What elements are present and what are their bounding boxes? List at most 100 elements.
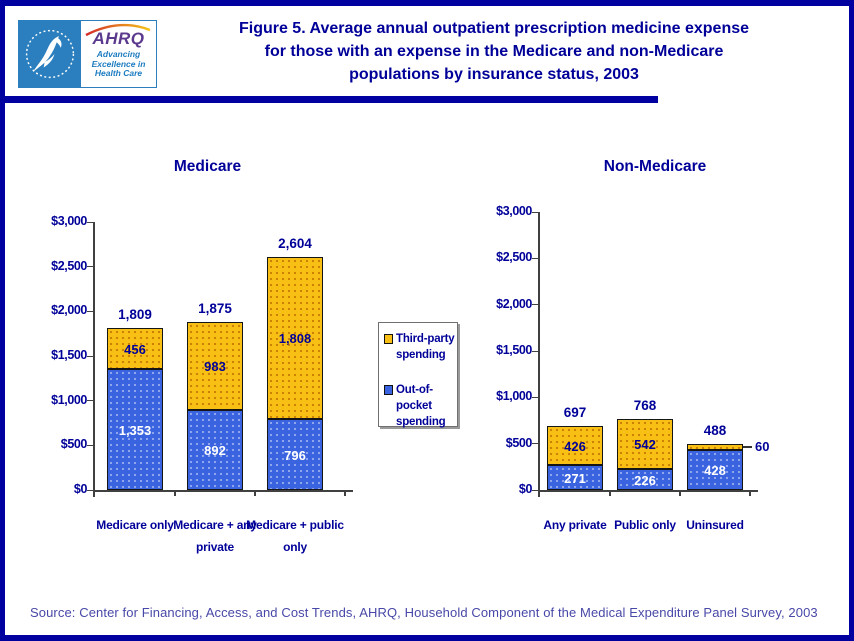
category-label: Public only [614, 518, 676, 532]
y-tick-label: $2,500 [51, 258, 87, 273]
y-tick-label: $500 [505, 435, 533, 450]
value-label: 542 [634, 437, 656, 452]
bar-total-label: 1,809 [118, 307, 152, 322]
bar-segment-third-party-spending: 983 [187, 322, 243, 410]
bar-segment-out-of-pocket-spending: 428 [687, 450, 743, 490]
y-tick [532, 443, 538, 445]
y-tick [532, 350, 538, 352]
y-tick [532, 211, 538, 213]
x-tick [609, 490, 611, 496]
frame-bottom-bar [0, 635, 854, 641]
figure-title: Figure 5. Average annual outpatient pres… [238, 20, 750, 83]
y-tick-label: $0 [73, 482, 88, 496]
y-tick [87, 355, 93, 357]
y-tick-label: $1,000 [496, 389, 532, 404]
bar-segment-third-party-spending: 456 [107, 328, 163, 369]
y-axis-line [538, 212, 540, 497]
y-tick-label: $500 [60, 437, 88, 452]
plot-area-non-medicare: $0 $500 $1,000 $1,500 $2,000 $2,500 $3,000 271 4… [496, 204, 769, 532]
y-tick-label: $1,500 [51, 348, 87, 362]
y-tick [87, 400, 93, 402]
value-label: 428 [704, 463, 726, 478]
frame-top-bar [0, 0, 854, 6]
ahrq-wordmark: AHRQ [92, 29, 145, 48]
y-tick-label: $2,000 [496, 296, 532, 311]
bar-total-label: 1,875 [198, 301, 232, 316]
y-tick [532, 489, 538, 491]
callout-value-label: 60 [755, 439, 770, 454]
legend-item-out-of-pocket: Out-of-pocket spending [384, 382, 457, 430]
x-tick [344, 490, 346, 496]
third-party-swatch-icon [384, 334, 393, 344]
y-tick-label: $2,500 [496, 250, 532, 265]
legend-label-out-of-pocket: Out-of-pocket spending [396, 384, 446, 428]
y-tick-label: $3,000 [496, 204, 532, 218]
ahrq-tagline: Advancing Excellence in Health Care [91, 49, 146, 78]
out-of-pocket-swatch-icon [384, 385, 393, 395]
frame-left-bar [0, 0, 5, 641]
y-tick-label: $0 [518, 482, 533, 496]
bar-segment-out-of-pocket-spending: 271 [547, 465, 603, 490]
source-note: Source: Center for Financing, Access, an… [30, 605, 818, 620]
ahrq-swoosh-icon [85, 23, 151, 37]
y-tick [87, 310, 93, 312]
x-axis-line [538, 490, 758, 492]
bar-total-label: 768 [633, 398, 657, 413]
y-tick [87, 221, 93, 223]
y-tick-label: $3,000 [51, 214, 87, 228]
category-label: Medicare + any private [173, 518, 257, 554]
x-tick [679, 490, 681, 496]
category-label: Medicare only [96, 518, 174, 532]
x-tick [254, 490, 256, 496]
bar-total-label: 697 [563, 405, 587, 420]
bar-segment-third-party-spending: 542 [617, 419, 673, 469]
agency-logo: AHRQ Advancing Excellence in Health Care [18, 20, 157, 88]
bar-segment-out-of-pocket-spending: 226 [617, 469, 673, 490]
y-tick [87, 266, 93, 268]
y-tick-label: $1,000 [51, 392, 87, 407]
header-divider [0, 96, 658, 103]
x-axis-line [93, 490, 353, 492]
hhs-logo [19, 21, 81, 87]
y-tick-label: $2,000 [51, 303, 87, 318]
frame-right-bar [849, 0, 854, 641]
value-label: 983 [204, 359, 226, 374]
chart-medicare: Medicare $0 $500 $1,000 $1,500 $2,000 $2,500 $… [40, 155, 375, 590]
y-tick [532, 396, 538, 398]
value-label: 1,808 [278, 331, 312, 346]
value-label: 426 [564, 438, 586, 454]
y-tick [87, 444, 93, 446]
ahrq-logo: AHRQ Advancing Excellence in Health Care [81, 21, 156, 87]
value-label: 892 [204, 443, 226, 458]
category-label: Medicare + public only [246, 518, 344, 554]
value-label: 271 [564, 470, 586, 486]
y-axis-line [93, 222, 95, 497]
value-label: 796 [284, 447, 306, 463]
category-label: Uninsured [686, 518, 744, 532]
chart-non-medicare: Non-Medicare $0 $500 $1,000 $1,500 $2,000 $2,… [485, 155, 825, 590]
x-tick [749, 490, 751, 496]
x-tick [174, 490, 176, 496]
bar-segment-third-party-spending: 1,808 [267, 257, 323, 419]
hhs-eagle-icon [25, 29, 75, 79]
y-tick [532, 304, 538, 306]
bar-total-label: 2,604 [278, 236, 312, 251]
y-tick-label: $1,500 [496, 343, 532, 357]
legend: Third-party spending Out-of-pocket spend… [378, 322, 458, 430]
bar-segment-out-of-pocket-spending: 796 [267, 419, 323, 490]
y-tick [532, 257, 538, 259]
bar-segment-third-party-spending [687, 444, 743, 450]
bar-segment-out-of-pocket-spending: 1,353 [107, 369, 163, 490]
legend-item-third-party: Third-party spending [384, 331, 457, 363]
bar-segment-third-party-spending: 426 [547, 426, 603, 465]
value-label: 226 [634, 472, 656, 488]
legend-label-third-party: Third-party spending [396, 333, 455, 361]
callout-line [743, 446, 752, 448]
chart-title-non-medicare: Non-Medicare [603, 158, 707, 175]
plot-area-medicare: $0 $500 $1,000 $1,500 $2,000 $2,500 $3,000 1,35… [51, 214, 353, 554]
value-label: 1,353 [118, 422, 152, 438]
chart-title-medicare: Medicare [173, 158, 242, 175]
category-label: Any private [543, 518, 607, 532]
value-label: 456 [124, 341, 146, 357]
